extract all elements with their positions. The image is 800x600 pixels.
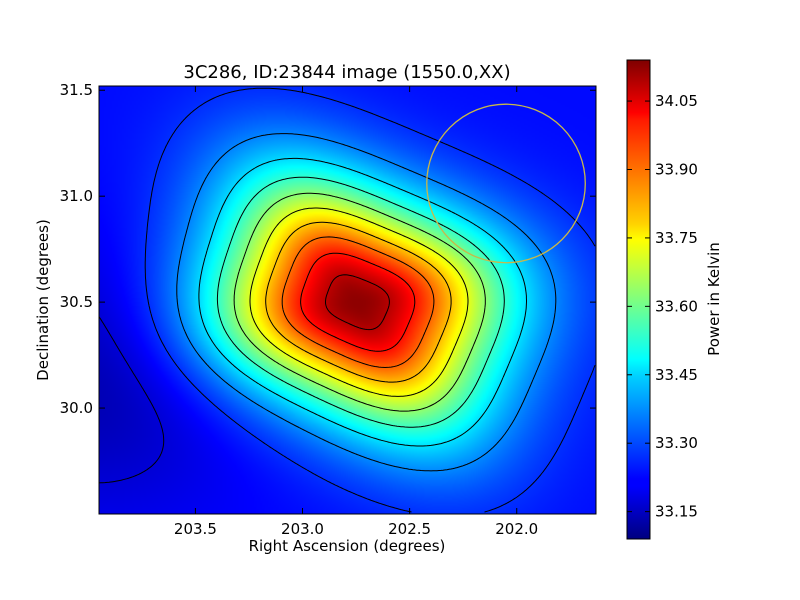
x-tick-label: 202.0 [495,520,538,538]
colorbar-tick-label: 33.45 [655,366,698,384]
colorbar-gradient [627,60,650,539]
x-axis: 203.5 203.0 202.5 202.0 [174,86,538,538]
x-axis-label: Right Ascension (degrees) [249,537,446,555]
contour-line [325,274,390,331]
colorbar-tick-label: 33.30 [655,434,698,452]
colorbar-tick-label: 33.90 [655,160,698,178]
colorbar-ticks: 33.15 33.30 33.45 33.60 33.75 33.90 34.05 [627,92,698,521]
colorbar-label: Power in Kelvin [705,242,723,356]
chart-title: 3C286, ID:23844 image (1550.0,XX) [183,62,510,83]
x-tick-label: 203.5 [174,520,217,538]
colorbar-tick-label: 34.05 [655,92,698,110]
heatmap-image [99,86,596,514]
y-tick-label: 31.5 [60,81,93,99]
plot-area [98,85,597,515]
contour-line [216,176,505,428]
x-tick-label: 202.5 [388,520,431,538]
contour-line [233,192,486,412]
colorbar-tick-label: 33.75 [655,229,698,247]
colorbar-tick-label: 33.15 [655,503,698,521]
y-tick-label: 30.0 [60,399,93,417]
y-tick-label: 31.0 [60,187,93,205]
contour-lines [99,87,596,513]
colorbar: 33.15 33.30 33.45 33.60 33.75 33.90 34.05 Powe… [626,59,723,540]
contour-line [265,221,452,383]
x-tick-label: 203.0 [281,520,324,538]
plot-frame [98,85,597,515]
y-axis: 30.0 30.5 31.0 31.5 [60,81,596,417]
contour-line [144,87,596,513]
contour-line [176,133,557,472]
y-axis-label: Declination (degrees) [34,219,52,381]
contour-line [281,236,435,368]
contour-line [249,207,469,397]
y-tick-label: 30.5 [60,293,93,311]
beam-circle [426,103,586,264]
colorbar-frame [626,59,651,540]
colorbar-tick-label: 33.60 [655,297,698,315]
contour-line [198,157,527,447]
contour-line [300,252,416,352]
